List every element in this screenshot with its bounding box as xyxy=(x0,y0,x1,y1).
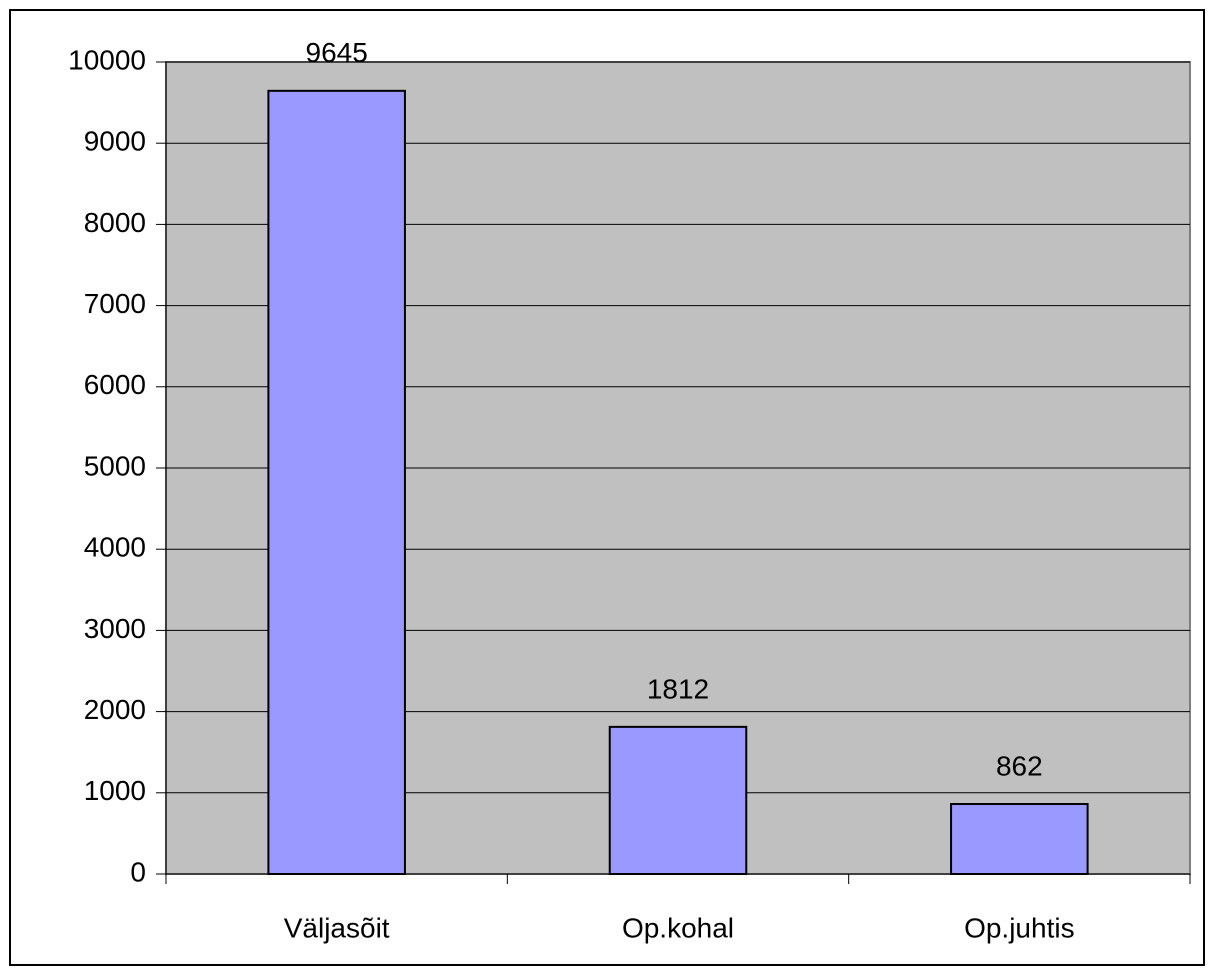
x-tick-label: Op.juhtis xyxy=(964,912,1075,943)
y-tick-label: 6000 xyxy=(84,369,146,400)
data-label: 1812 xyxy=(647,673,709,704)
y-tick-label: 3000 xyxy=(84,613,146,644)
y-tick-label: 4000 xyxy=(84,532,146,563)
y-tick-label: 2000 xyxy=(84,694,146,725)
y-tick-label: 0 xyxy=(130,856,146,887)
x-tick-label: Op.kohal xyxy=(622,912,734,943)
bar xyxy=(950,803,1089,876)
bar xyxy=(608,725,748,875)
bar xyxy=(267,89,406,876)
data-label: 9645 xyxy=(306,37,368,68)
y-tick-label: 9000 xyxy=(84,126,146,157)
y-tick-label: 8000 xyxy=(84,207,146,238)
y-tick-label: 1000 xyxy=(84,775,146,806)
y-tick-label: 7000 xyxy=(84,288,146,319)
y-tick-label: 10000 xyxy=(68,44,146,75)
y-tick-label: 5000 xyxy=(84,450,146,481)
data-label: 862 xyxy=(996,750,1043,781)
x-tick-label: Väljasõit xyxy=(284,912,390,943)
